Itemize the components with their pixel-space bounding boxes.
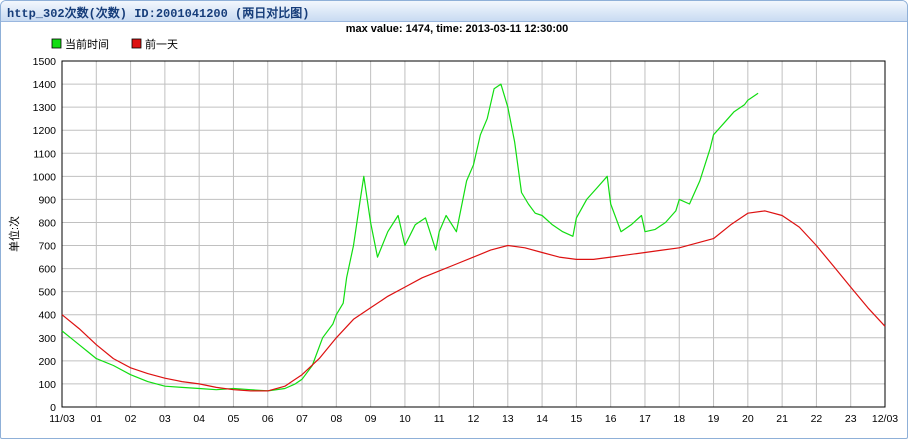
series-lines — [61, 83, 886, 392]
y-tick-label: 200 — [38, 356, 56, 368]
y-tick-label: 400 — [38, 310, 56, 322]
y-tick-label: 600 — [38, 264, 56, 276]
x-tick-label: 06 — [262, 413, 274, 425]
y-tick-label: 1500 — [33, 56, 57, 68]
x-tick-label: 08 — [330, 413, 342, 425]
y-tick-labels: 0 100 200 300 400 500 600 700 800 900 1000 1100 1200… — [33, 56, 57, 414]
x-tick-label: 23 — [845, 413, 857, 425]
legend: 当前时间 前一天 — [51, 37, 178, 51]
legend-swatch-current — [51, 38, 62, 49]
panel-title: http_302次数(次数) ID:2001041200 (两日对比图) — [7, 7, 310, 21]
x-tick-label: 11/03 — [49, 413, 75, 425]
x-tick-label: 09 — [365, 413, 377, 425]
x-tick-label: 18 — [673, 413, 685, 425]
x-tick-label: 12/03 — [872, 413, 898, 425]
chart-title: max value: 1474, time: 2013-03-11 12:30:… — [346, 23, 569, 35]
y-tick-label: 1100 — [33, 148, 56, 160]
x-tick-label: 03 — [159, 413, 171, 425]
x-tick-label: 16 — [605, 413, 617, 425]
y-tick-label: 700 — [38, 241, 56, 253]
x-tick-label: 20 — [742, 413, 754, 425]
x-tick-label: 01 — [90, 413, 102, 425]
x-tick-label: 07 — [296, 413, 308, 425]
x-tick-label: 10 — [399, 413, 411, 425]
x-tick-label: 11 — [434, 413, 445, 425]
y-tick-label: 1200 — [33, 125, 57, 137]
x-tick-label: 19 — [708, 413, 720, 425]
x-tick-label: 17 — [639, 413, 651, 425]
y-axis-label: 单位:次 — [7, 216, 21, 252]
series-line-0 — [61, 83, 759, 392]
x-tick-label: 14 — [536, 413, 548, 425]
x-tick-label: 04 — [193, 413, 205, 425]
series-line-1 — [61, 210, 886, 392]
legend-label-current: 当前时间 — [65, 37, 109, 51]
x-tick-label: 21 — [776, 413, 788, 425]
x-tick-label: 12 — [468, 413, 480, 425]
y-tick-label: 1000 — [33, 171, 57, 183]
y-tick-label: 1400 — [33, 79, 57, 91]
y-tick-label: 900 — [38, 194, 56, 206]
y-tick-label: 500 — [38, 287, 56, 299]
y-tick-label: 0 — [50, 402, 56, 414]
y-tick-label: 300 — [38, 333, 56, 345]
panel-title-bar: http_302次数(次数) ID:2001041200 (两日对比图) — [1, 1, 907, 22]
grid — [61, 60, 886, 408]
x-tick-label: 02 — [125, 413, 137, 425]
y-tick-label: 1300 — [33, 102, 57, 114]
x-tick-label: 05 — [228, 413, 240, 425]
x-tick-labels: 11/03 01 02 03 04 05 06 07 08 09 10 11 12 13 14 15 16 17 1… — [49, 413, 898, 425]
legend-label-previous: 前一天 — [145, 37, 178, 51]
legend-swatch-previous — [131, 38, 142, 49]
x-tick-label: 15 — [571, 413, 583, 425]
x-tick-label: 22 — [811, 413, 823, 425]
plot-frame — [61, 60, 886, 408]
y-tick-label: 100 — [38, 379, 56, 391]
y-tick-label: 800 — [38, 217, 56, 229]
x-tick-label: 13 — [502, 413, 514, 425]
